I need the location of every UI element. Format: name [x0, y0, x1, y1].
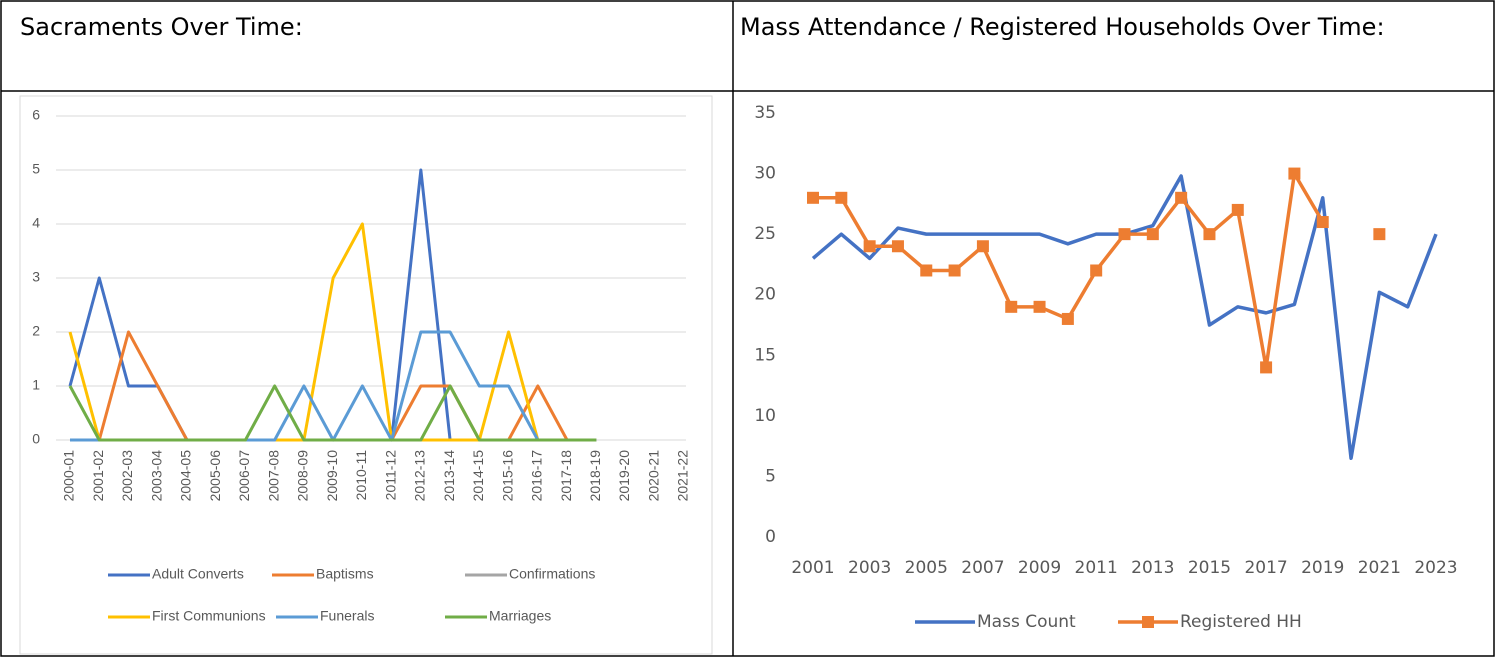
x-tick-label: 2009-10: [324, 450, 340, 502]
x-tick-label: 2019: [1301, 558, 1344, 578]
marker: [1316, 216, 1329, 229]
y-tick-label: 2: [32, 323, 40, 339]
legend-label: Confirmations: [509, 566, 595, 582]
marker: [1118, 228, 1131, 241]
marker: [1203, 228, 1216, 241]
y-tick-label: 5: [765, 466, 776, 486]
legend-label: Adult Converts: [152, 566, 244, 582]
y-tick-label: 20: [754, 285, 776, 305]
legend-label: Marriages: [489, 608, 551, 624]
legend-label: Mass Count: [977, 612, 1076, 632]
marker: [863, 240, 876, 253]
x-tick-label: 2003-04: [148, 450, 164, 502]
y-tick-label: 0: [765, 527, 776, 547]
legend-label: Baptisms: [316, 566, 374, 582]
x-tick-label: 2019-20: [616, 450, 632, 502]
x-tick-label: 2001: [791, 558, 834, 578]
x-tick-label: 2014-15: [470, 450, 486, 502]
header-cell: Sacraments Over Time:: [20, 13, 303, 41]
x-tick-label: 2018-19: [587, 450, 603, 502]
y-tick-label: 1: [32, 377, 40, 393]
marker: [1175, 191, 1188, 204]
x-tick-label: 2010-11: [353, 450, 369, 501]
x-tick-label: 2015: [1188, 558, 1231, 578]
legend-label: Funerals: [320, 608, 374, 624]
marker: [1288, 167, 1301, 180]
x-tick-label: 2005: [905, 558, 948, 578]
x-tick-label: 2002-03: [119, 450, 135, 502]
series-line: [811, 174, 1438, 461]
x-tick-label: 2011-12: [382, 450, 398, 501]
x-tick-label: 2009: [1018, 558, 1061, 578]
x-tick-label: 2008-09: [295, 450, 311, 502]
legend-label: Registered HH: [1180, 612, 1302, 632]
marker: [976, 240, 989, 253]
x-tick-label: 2007-08: [265, 450, 281, 502]
marker: [920, 264, 933, 277]
x-tick-label: 2017: [1244, 558, 1287, 578]
y-tick-label: 3: [32, 269, 40, 285]
y-tick-label: 5: [32, 161, 40, 177]
x-tick-label: 2005-06: [207, 450, 223, 502]
x-tick-label: 2001-02: [90, 450, 106, 502]
header-cell: Mass Attendance / Registered Households …: [740, 13, 1385, 41]
y-tick-label: 0: [32, 431, 40, 447]
series-line: [68, 384, 597, 442]
x-tick-label: 2012-13: [412, 450, 428, 502]
x-tick-label: 2004-05: [178, 450, 194, 502]
y-tick-label: 25: [754, 224, 776, 244]
legend-marker: [1142, 616, 1154, 628]
x-tick-label: 2021: [1358, 558, 1401, 578]
marker: [1061, 312, 1074, 325]
marker: [835, 191, 848, 204]
y-tick-label: 6: [32, 107, 40, 123]
marker: [1373, 228, 1386, 241]
attendance-chart: 0 5 10 15 20 25 30 35 2001 2003 2005 2007 2009 2011 20…: [754, 103, 1457, 632]
x-tick-label: 2007: [961, 558, 1004, 578]
y-tick-label: 35: [754, 103, 776, 123]
x-tick-label: 2023: [1414, 558, 1457, 578]
x-tick-label: 2013: [1131, 558, 1174, 578]
x-tick-label: 2020-21: [645, 450, 661, 502]
y-tick-label: 4: [32, 215, 40, 231]
x-tick-label: 2006-07: [236, 450, 252, 502]
x-tick-label: 2003: [848, 558, 891, 578]
x-tick-label: 2011: [1075, 558, 1118, 578]
x-tick-label: 2015-16: [499, 450, 515, 502]
marker: [948, 264, 961, 277]
x-tick-label: 2013-14: [441, 450, 457, 502]
x-tick-label: 2017-18: [558, 450, 574, 502]
x-tick-label: 2000-01: [61, 450, 77, 502]
marker: [1090, 264, 1103, 277]
marker: [1033, 300, 1046, 313]
chart-frame: [19, 95, 713, 655]
marker: [807, 191, 819, 204]
marker: [1005, 300, 1018, 313]
marker: [1260, 361, 1273, 374]
sacraments-chart: 0 1 2 3 4 5 6 2000-01 2001-02 2002-03 2003-04 2004-…: [32, 107, 691, 624]
y-tick-label: 15: [754, 345, 776, 365]
x-tick-label: 2016-17: [529, 450, 545, 502]
y-tick-label: 10: [754, 406, 776, 426]
y-tick-label: 30: [754, 164, 776, 184]
marker: [1231, 203, 1244, 216]
x-tick-label: 2021-22: [675, 450, 691, 502]
marker: [891, 240, 904, 253]
marker: [1146, 228, 1159, 241]
legend-label: First Communions: [152, 608, 266, 624]
